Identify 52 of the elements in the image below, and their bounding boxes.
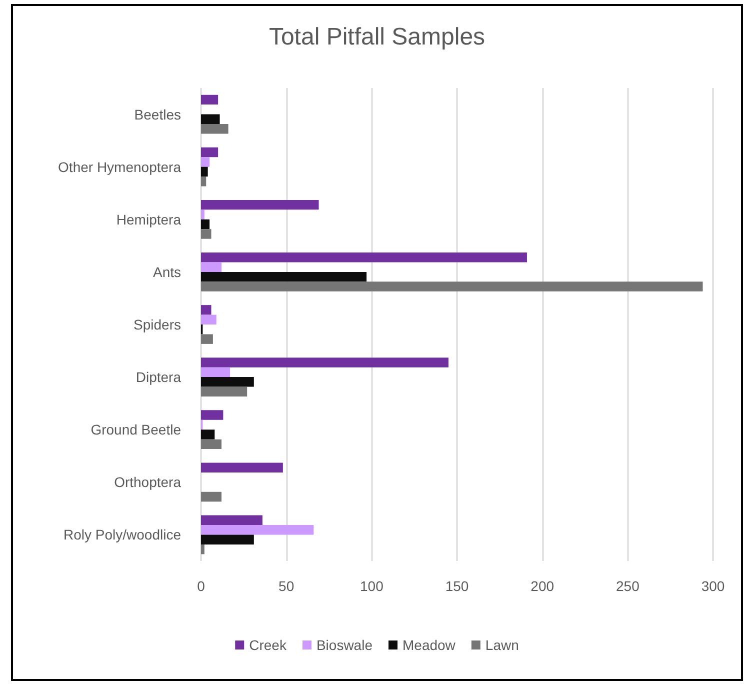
bar [201,114,220,124]
bar [201,314,216,324]
x-tick-label: 50 [278,578,294,594]
bar [201,367,230,378]
chart-title: Total Pitfall Samples [268,24,486,50]
bar [201,386,248,396]
bar [201,439,222,450]
bar [201,410,224,420]
bar [201,229,212,239]
bar [201,430,215,440]
y-tick-label: Other Hymenoptera [58,158,182,175]
bar [201,377,254,387]
bar [201,147,218,158]
x-tick-label: 150 [445,578,469,594]
bar [201,166,208,177]
y-tick-label: Diptera [136,369,182,386]
bar [201,544,204,554]
bar [201,358,448,368]
bar [201,157,210,167]
bar [201,124,228,134]
y-tick-label: Hemiptera [116,211,182,228]
y-tick-label: Orthoptera [114,474,182,490]
legend-label: Bioswale [316,637,373,653]
bar [201,462,283,472]
x-tick-label: 200 [530,578,554,594]
legend-label: Lawn [485,637,519,653]
bar [201,252,527,262]
bar [201,305,212,315]
bar [201,210,204,220]
x-tick-label: 100 [360,578,384,594]
bar [201,200,319,210]
bar [201,176,206,186]
bar [201,272,367,282]
x-tick-label: 250 [616,578,640,594]
x-tick-label: 0 [197,578,206,594]
bar [201,334,213,344]
x-tick-label: 300 [701,578,725,594]
bar [201,515,262,525]
legend-label: Creek [249,637,288,653]
bar [201,282,703,292]
y-tick-label: Beetles [134,106,181,122]
bar [201,219,210,230]
y-tick-label: Roly Poly/woodlice [64,526,182,543]
legend-label: Meadow [402,637,456,653]
y-tick-label: Ground Beetle [90,422,182,438]
bar [201,492,222,502]
bar [201,525,314,535]
bar [201,534,254,544]
bar [201,262,222,272]
y-tick-label: Ants [152,264,181,280]
y-tick-label: Spiders [134,316,181,332]
bar [201,94,218,105]
